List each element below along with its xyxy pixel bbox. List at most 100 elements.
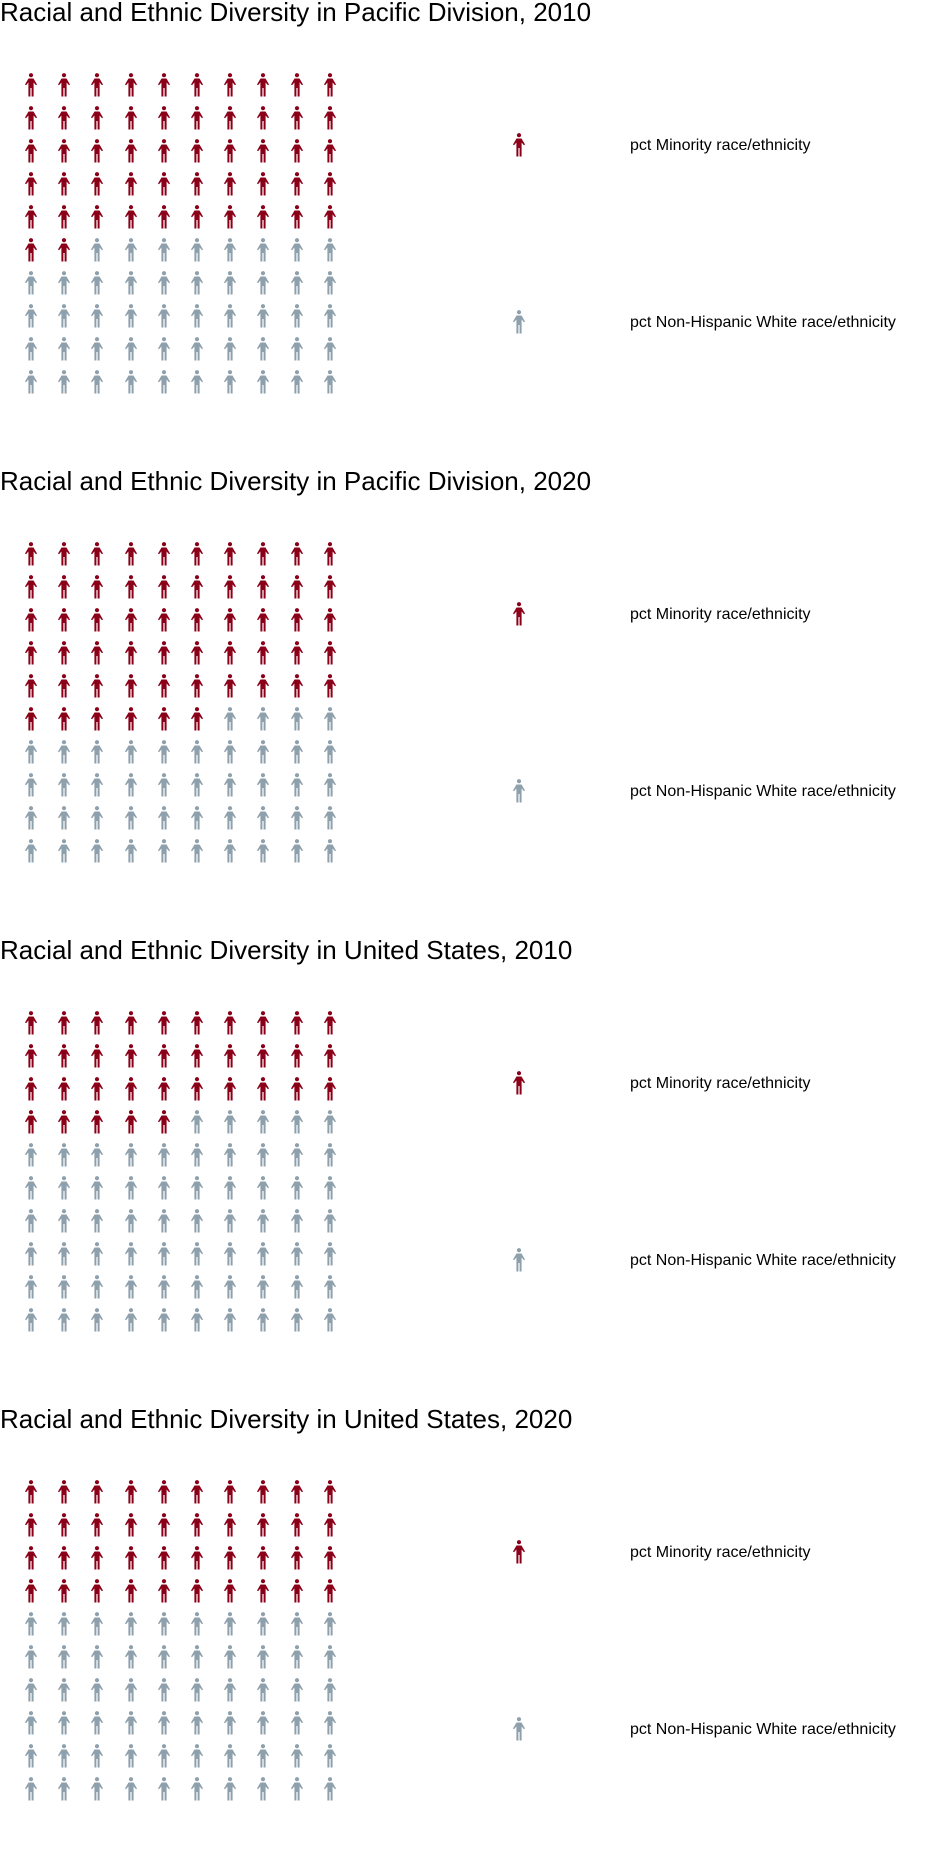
person-icon-minority — [223, 1480, 237, 1509]
person-icon-white — [90, 1612, 104, 1641]
person-icon-minority — [24, 106, 38, 135]
person-icon-minority — [24, 1579, 38, 1608]
chart-title: Racial and Ethnic Diversity in United St… — [0, 1404, 573, 1434]
person-icon-white — [323, 1612, 337, 1641]
person-icon-white — [290, 337, 304, 366]
person-icon-minority — [124, 542, 138, 571]
person-icon-white — [90, 1711, 104, 1740]
person-icon-minority — [256, 1011, 270, 1040]
person-icon-minority — [157, 1480, 171, 1509]
person-icon-white — [323, 1242, 337, 1271]
legend-label: pct Minority race/ethnicity — [630, 137, 811, 154]
person-icon-minority — [190, 172, 204, 201]
person-icon-minority — [190, 1044, 204, 1073]
person-icon-white — [223, 839, 237, 868]
legend-person-icon — [512, 1717, 526, 1746]
person-icon-minority — [290, 674, 304, 703]
person-icon-white — [57, 1275, 71, 1304]
person-icon-white — [190, 1176, 204, 1205]
person-icon-minority — [57, 205, 71, 234]
person-icon-white — [290, 740, 304, 769]
person-icon-white — [124, 1209, 138, 1238]
person-icon-white — [24, 1209, 38, 1238]
person-icon-white — [256, 1275, 270, 1304]
person-icon-minority — [157, 1110, 171, 1139]
person-icon-white — [190, 806, 204, 835]
person-icon-white — [57, 1209, 71, 1238]
person-icon-minority — [190, 1011, 204, 1040]
person-icon-white — [157, 271, 171, 300]
person-icon-minority — [90, 641, 104, 670]
person-icon-minority — [223, 608, 237, 637]
person-icon-white — [256, 1110, 270, 1139]
person-icon-white — [290, 1645, 304, 1674]
person-icon-white — [24, 1678, 38, 1707]
person-icon-white — [290, 773, 304, 802]
person-icon-white — [190, 1110, 204, 1139]
person-icon-minority — [157, 707, 171, 736]
person-icon-white — [24, 1176, 38, 1205]
person-icon-minority — [256, 542, 270, 571]
person-icon-white — [190, 238, 204, 267]
person-icon-white — [124, 806, 138, 835]
person-icon-white — [290, 1176, 304, 1205]
person-icon-white — [256, 1143, 270, 1172]
person-icon-minority — [90, 1480, 104, 1509]
person-icon-minority — [223, 575, 237, 604]
person-icon-white — [223, 1711, 237, 1740]
person-icon-white — [323, 1308, 337, 1337]
person-icon-white — [124, 1711, 138, 1740]
person-icon-white — [124, 740, 138, 769]
legend-person-icon — [512, 1540, 526, 1569]
person-icon-minority — [323, 73, 337, 102]
waffle-chart: Racial and Ethnic Diversity in United St… — [0, 935, 930, 1407]
legend-label: pct Minority race/ethnicity — [630, 1075, 811, 1092]
person-icon-minority — [24, 139, 38, 168]
person-icon-white — [157, 839, 171, 868]
person-icon-minority — [124, 106, 138, 135]
person-icon-white — [124, 370, 138, 399]
person-icon-minority — [190, 1077, 204, 1106]
person-icon-minority — [223, 1513, 237, 1542]
person-icon-minority — [223, 1044, 237, 1073]
person-icon-minority — [290, 542, 304, 571]
person-icon-minority — [223, 139, 237, 168]
person-icon-white — [157, 1176, 171, 1205]
person-icon-minority — [90, 575, 104, 604]
person-icon-minority — [190, 73, 204, 102]
person-icon-minority — [256, 205, 270, 234]
person-icon-minority — [157, 1011, 171, 1040]
person-icon-white — [223, 1176, 237, 1205]
person-icon-white — [223, 238, 237, 267]
person-icon-white — [190, 304, 204, 333]
person-icon-minority — [256, 1077, 270, 1106]
person-icon-minority — [24, 1546, 38, 1575]
person-icon-white — [57, 337, 71, 366]
person-icon-white — [256, 773, 270, 802]
person-icon-minority — [124, 172, 138, 201]
person-icon-minority — [90, 1513, 104, 1542]
person-icon-white — [157, 773, 171, 802]
legend-item: pct Minority race/ethnicity — [0, 1071, 930, 1101]
person-icon-minority — [157, 1044, 171, 1073]
person-icon-minority — [290, 106, 304, 135]
person-icon-white — [24, 1308, 38, 1337]
person-icon-minority — [290, 1513, 304, 1542]
person-icon-white — [24, 806, 38, 835]
person-icon-white — [90, 271, 104, 300]
person-icon-minority — [157, 1513, 171, 1542]
person-icon-minority — [290, 1579, 304, 1608]
person-icon-white — [323, 1678, 337, 1707]
person-icon-white — [24, 773, 38, 802]
person-icon-white — [157, 304, 171, 333]
person-icon-white — [190, 1612, 204, 1641]
person-icon-minority — [24, 575, 38, 604]
person-icon-minority — [124, 707, 138, 736]
person-icon-minority — [323, 608, 337, 637]
person-icon-white — [223, 1143, 237, 1172]
person-icon-white — [24, 740, 38, 769]
person-icon-white — [124, 839, 138, 868]
person-icon-white — [323, 1209, 337, 1238]
person-icon-white — [290, 1110, 304, 1139]
person-icon-minority — [256, 608, 270, 637]
